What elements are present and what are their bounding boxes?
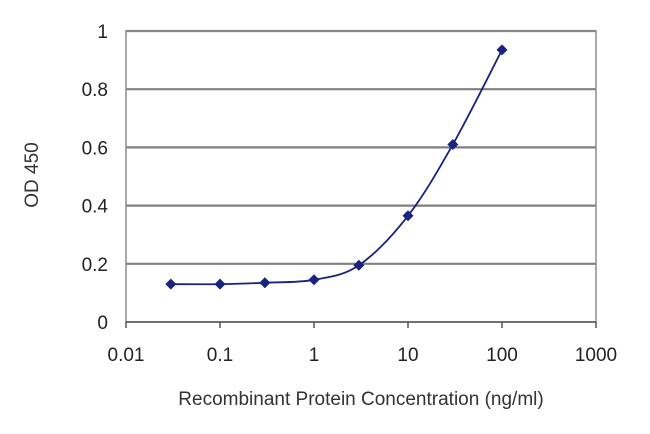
- x-tick-label: 1: [309, 345, 320, 366]
- y-tick-label: 0.8: [82, 80, 108, 101]
- data-point: [447, 138, 459, 150]
- data-point: [259, 277, 271, 289]
- y-tick-label: 0.4: [82, 197, 109, 218]
- data-point: [165, 278, 177, 290]
- x-tick-label: 100: [486, 345, 518, 366]
- x-tick-labels: 0.01 0.1 1 10 100 1000: [108, 345, 618, 366]
- axes: [125, 30, 597, 328]
- plot-frame: [125, 30, 597, 323]
- x-tick-label: 10: [397, 345, 418, 366]
- y-tick-label: 1: [97, 22, 108, 43]
- data-point: [214, 278, 226, 290]
- data-point: [353, 259, 365, 271]
- y-tick-labels: 0 0.2 0.4 0.6 0.8 1: [82, 22, 109, 334]
- x-tick-label: 1000: [575, 345, 617, 366]
- y-tick-label: 0: [97, 313, 108, 334]
- data-point: [402, 210, 414, 222]
- x-tick-label: 0.01: [108, 345, 145, 366]
- data-point: [308, 274, 320, 286]
- x-axis-title: Recombinant Protein Concentration (ng/ml…: [178, 389, 543, 410]
- x-tick-label: 0.1: [207, 345, 233, 366]
- y-tick-label: 0.6: [82, 138, 108, 159]
- y-tick-label: 0.2: [82, 255, 108, 276]
- data-series: [165, 44, 508, 290]
- data-point: [496, 44, 508, 56]
- gridlines: [126, 29, 596, 265]
- series-line: [170, 49, 503, 286]
- y-axis-title: OD 450: [22, 142, 43, 207]
